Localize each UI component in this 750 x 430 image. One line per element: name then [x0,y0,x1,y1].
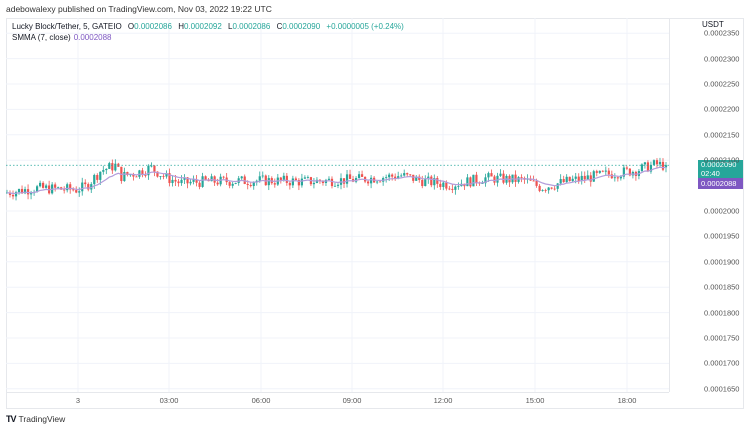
time-tick-label: 06:00 [251,396,271,405]
high-value: 0.0002092 [183,22,222,31]
candle-countdown: 02:40 [701,169,720,178]
indicator-value: 0.0002088 [73,33,112,42]
candlestick-chart [6,18,669,392]
price-tick-label: 0.0001850 [704,282,740,292]
low-value: 0.0002086 [232,22,271,31]
low-label: L [228,22,233,31]
tradingview-logo-icon: TV [6,414,16,424]
price-axis[interactable]: USDT 0.0002090 02:40 0.0002088 0.0002350… [669,18,744,394]
chart-legend: Lucky Block/Tether, 5, GATEIO O0.0002086… [12,21,404,43]
price-tick-label: 0.0001650 [704,384,740,394]
time-tick-label: 03:00 [159,396,179,405]
price-tick-label: 0.0001750 [704,333,740,343]
open-label: O [127,22,135,31]
time-axis[interactable]: 3 03:00 06:00 09:00 12:00 15:00 18:00 [6,392,669,409]
footer: TV TradingView [6,414,65,424]
symbol-label[interactable]: Lucky Block/Tether, 5, GATEIO [12,22,122,31]
price-tick-label: 0.0001700 [704,358,740,368]
time-tick-label: 09:00 [342,396,362,405]
price-tick-label: 0.0002100 [704,155,740,165]
price-tick-label: 0.0001900 [704,257,740,267]
smma-legend-row[interactable]: SMMA (7, close) 0.0002088 [12,32,404,43]
price-tick-label: 0.0001800 [704,308,740,318]
close-value: 0.0002090 [282,22,321,31]
close-label: C [276,22,283,31]
time-tick-label: 3 [75,396,81,405]
time-tick-label: 18:00 [617,396,637,405]
currency-unit: USDT [702,20,724,29]
last-price-badge: 0.0002090 02:40 [698,160,743,178]
time-tick-label: 12:00 [433,396,453,405]
price-tick-label: 0.0002250 [704,79,740,89]
price-tick-label: 0.0002300 [704,54,740,64]
open-value: 0.0002086 [134,22,172,31]
smma-price-badge: 0.0002088 [698,178,743,189]
high-label: H [178,22,184,31]
price-tick-label: 0.0002200 [704,104,740,114]
time-tick-label: 15:00 [525,396,545,405]
ohlc-legend-row: Lucky Block/Tether, 5, GATEIO O0.0002086… [12,21,404,32]
price-tick-label: 0.0002350 [704,28,740,38]
chart-plot-area[interactable] [6,18,669,392]
price-tick-label: 0.0002150 [704,130,740,140]
publisher-line: adebowalexy published on TradingView.com… [6,4,272,14]
last-price-value: 0.0002090 [701,160,737,169]
indicator-label: SMMA (7, close) [12,33,71,42]
price-tick-label: 0.0001950 [704,231,740,241]
chart-panel [6,18,744,409]
footer-brand: TradingView [18,414,66,424]
price-tick-label: 0.0002000 [704,206,740,216]
change-value: +0.0000005 (+0.24%) [326,22,404,31]
